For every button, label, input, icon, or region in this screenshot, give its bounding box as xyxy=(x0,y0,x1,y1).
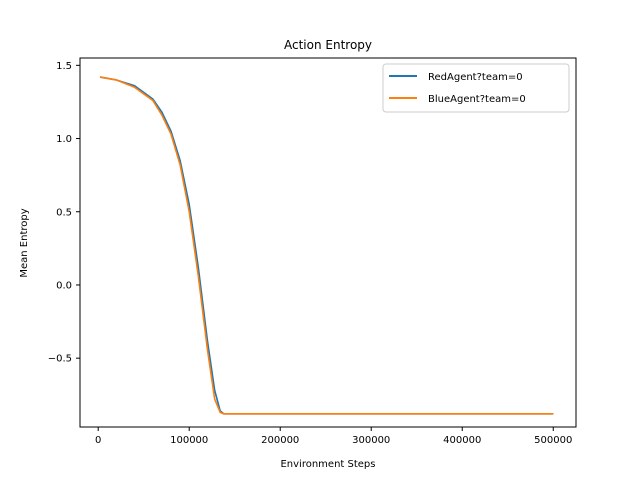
legend-label-red-agent: RedAgent?team=0 xyxy=(428,72,523,83)
y-tick-label: 1.0 xyxy=(56,134,72,145)
x-tick-label: 100000 xyxy=(170,435,208,446)
legend: RedAgent?team=0 BlueAgent?team=0 xyxy=(382,63,570,113)
y-axis-label: Mean Entropy xyxy=(19,208,30,277)
y-tick-label: 0.5 xyxy=(56,207,72,218)
y-tick-label: −0.5 xyxy=(48,354,72,365)
legend-label-blue-agent: BlueAgent?team=0 xyxy=(428,94,526,105)
chart-title: Action Entropy xyxy=(284,38,372,52)
y-axis: −0.5 0.0 0.5 1.0 1.5 xyxy=(48,61,80,365)
y-tick-label: 1.5 xyxy=(56,61,72,72)
x-tick-label: 500000 xyxy=(534,435,572,446)
series-line-blue-agent xyxy=(99,76,554,415)
x-tick-label: 400000 xyxy=(443,435,481,446)
legend-box xyxy=(382,63,570,113)
x-axis-label: Environment Steps xyxy=(280,459,375,470)
x-tick-label: 200000 xyxy=(261,435,299,446)
x-tick-label: 0 xyxy=(95,435,101,446)
x-axis: 0 100000 200000 300000 400000 500000 xyxy=(95,427,572,446)
y-tick-label: 0.0 xyxy=(56,280,72,291)
series-layer xyxy=(99,76,554,415)
plot-frame xyxy=(79,57,577,428)
x-tick-label: 300000 xyxy=(352,435,390,446)
